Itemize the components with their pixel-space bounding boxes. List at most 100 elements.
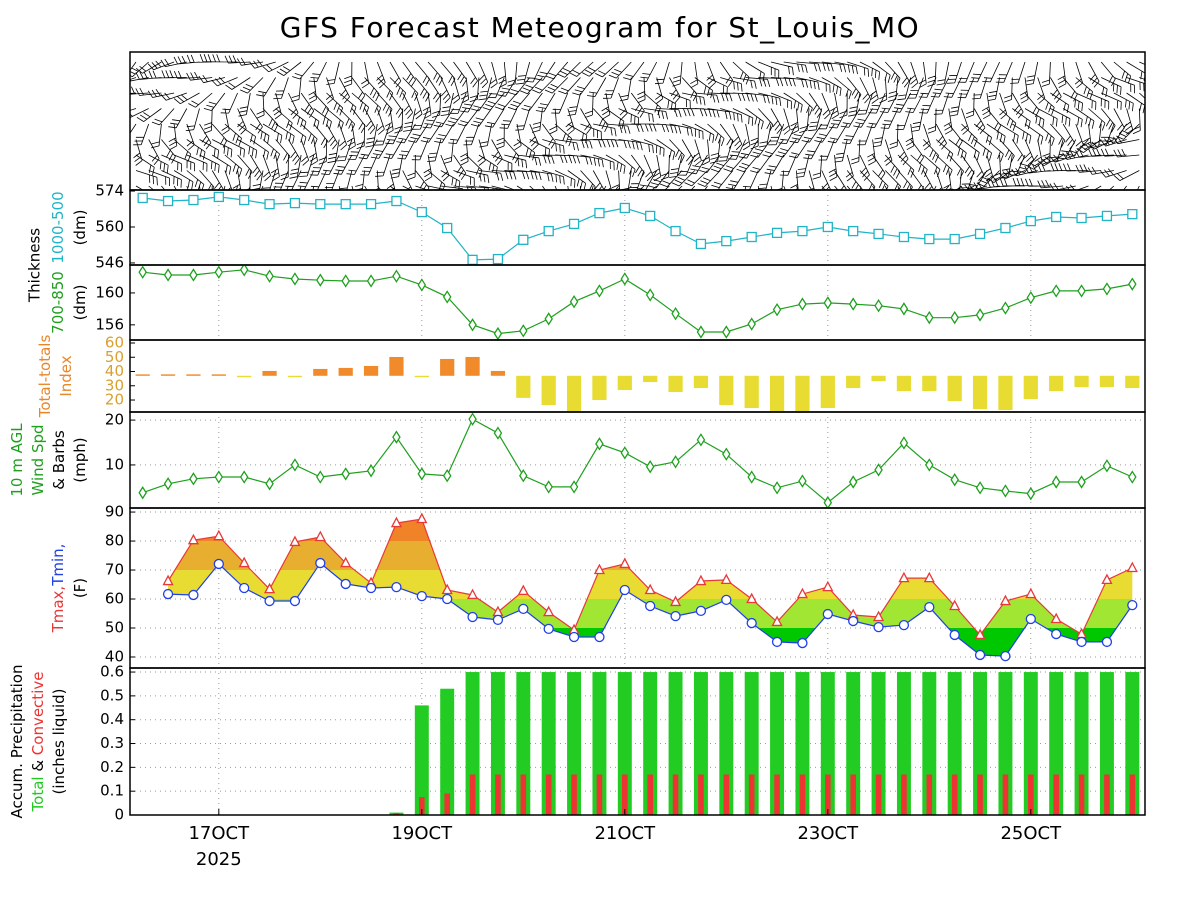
bar [1078,774,1085,815]
y-tick-label: 0.4 [100,710,124,728]
marker [442,593,453,605]
marker [949,233,960,245]
marker [950,310,959,325]
bar [1104,774,1110,815]
y-axis-label-part: Accum. Precipitation [8,665,26,819]
chart-title: GFS Forecast Meteogram for St_Louis_MO [280,11,920,44]
bar [1023,375,1038,400]
marker [162,588,174,600]
bar [846,375,861,389]
marker [822,608,833,620]
bar [643,375,658,383]
y-axis-label-part: & Barbs [50,430,68,490]
y-axis-label-part: Tmax, [49,586,67,634]
marker [1077,284,1086,298]
y-axis-label: Accum. Precipitation [8,665,26,819]
y-tick-label: 30 [105,376,124,394]
marker [366,274,376,288]
bar [490,672,505,815]
marker [213,558,224,570]
marker [1128,277,1137,291]
marker [188,589,199,601]
marker [796,587,809,599]
marker [544,312,553,326]
bar [774,774,780,815]
marker [493,426,503,440]
marker [798,297,807,311]
bar [871,375,886,382]
marker [595,284,604,298]
upper-air-barbs [130,53,1145,190]
y-axis-label-part: Total [29,776,47,812]
bar [135,374,150,376]
marker [213,529,225,541]
marker [442,290,452,304]
marker [163,268,173,282]
marker [949,629,960,641]
marker [316,273,325,287]
marker [1102,459,1112,473]
y-tick-label: 20 [105,411,124,429]
marker [1127,208,1138,220]
y-axis-label: Wind Spd [29,424,47,495]
bar [592,375,607,401]
bar [541,672,556,815]
x-tick-label: 23OCT [797,823,859,844]
panel [130,668,1145,815]
marker [1026,291,1036,305]
bar [617,375,632,391]
marker [619,557,631,569]
bar [698,774,704,815]
marker [925,458,934,472]
bar [363,365,379,376]
bar [1099,672,1114,815]
marker [1051,284,1061,298]
marker [974,628,986,640]
bar [592,672,607,815]
y-tick-label: 0.3 [100,734,124,752]
y-axis-label-part: 10 m AGL [8,423,26,497]
bar [389,356,404,376]
bar [520,774,527,815]
bar [922,375,937,392]
marker [899,302,909,316]
y-tick-label: 0.5 [100,686,124,704]
marker [823,495,833,508]
marker [595,437,604,451]
marker [771,636,783,648]
marker [162,574,174,586]
marker [544,480,553,494]
marker [1026,486,1036,501]
marker [391,581,402,593]
marker [214,265,224,279]
bar [262,370,277,376]
bar [419,797,425,815]
marker [569,294,579,309]
bar [723,774,730,815]
y-tick-label: 20 [105,391,124,409]
marker [442,222,453,234]
marker [466,588,479,600]
bar [820,375,835,409]
marker [593,563,606,575]
bar [770,672,785,815]
marker [747,470,756,484]
marker [189,268,198,282]
bar [922,672,937,815]
marker [671,306,680,321]
marker [239,265,249,277]
bar [541,375,556,406]
bar [825,774,831,815]
y-axis-label-part: (inches liquid) [50,689,68,795]
marker [265,269,274,283]
marker [417,467,427,481]
bar [287,375,303,378]
marker [924,233,935,245]
marker [999,594,1012,606]
marker [797,225,808,237]
marker [467,254,478,265]
bar [1129,774,1136,815]
bar [693,375,709,389]
y-tick-label: 40 [105,647,124,665]
